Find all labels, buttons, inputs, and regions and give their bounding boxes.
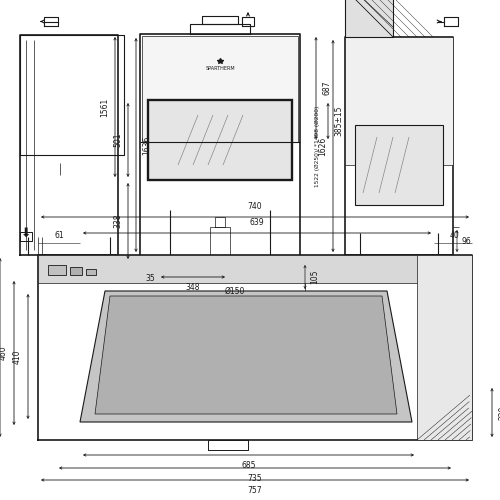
Text: 1522 (Ø250)/ *1498 (Ø200): 1522 (Ø250)/ *1498 (Ø200): [314, 106, 320, 186]
Text: SPARTHERM: SPARTHERM: [205, 66, 235, 71]
Bar: [38, 255, 472, 283]
Text: 61: 61: [54, 231, 64, 240]
Text: 685: 685: [241, 461, 256, 470]
Text: 96: 96: [461, 236, 471, 246]
Text: 410: 410: [13, 349, 22, 364]
Text: 348: 348: [186, 283, 200, 292]
Text: 40: 40: [449, 231, 459, 240]
Text: 385±15: 385±15: [334, 106, 343, 136]
Bar: [148, 100, 292, 180]
Bar: [345, 0, 393, 37]
Text: 105: 105: [310, 270, 319, 284]
Text: 35: 35: [145, 274, 155, 283]
Bar: [355, 125, 443, 205]
Text: 220: 220: [498, 406, 500, 419]
Text: 338: 338: [113, 214, 122, 228]
Bar: [417, 255, 472, 440]
Text: 1561: 1561: [100, 98, 109, 116]
Bar: [70, 267, 82, 275]
Text: 639: 639: [250, 218, 264, 227]
Text: 1636: 1636: [142, 136, 151, 154]
Bar: [345, 37, 453, 165]
Bar: [86, 269, 96, 275]
Bar: [48, 265, 66, 275]
Text: 460: 460: [0, 346, 8, 360]
Text: 1626: 1626: [318, 136, 327, 156]
Polygon shape: [95, 296, 397, 414]
Text: 757: 757: [248, 486, 262, 495]
Text: Ø150: Ø150: [225, 287, 245, 296]
Bar: [142, 36, 298, 142]
Polygon shape: [80, 291, 412, 422]
Text: 740: 740: [248, 202, 262, 211]
Text: 501: 501: [113, 132, 122, 147]
Text: 687: 687: [322, 80, 331, 95]
Text: ⬇: ⬇: [21, 226, 31, 239]
Text: 735: 735: [248, 474, 262, 483]
